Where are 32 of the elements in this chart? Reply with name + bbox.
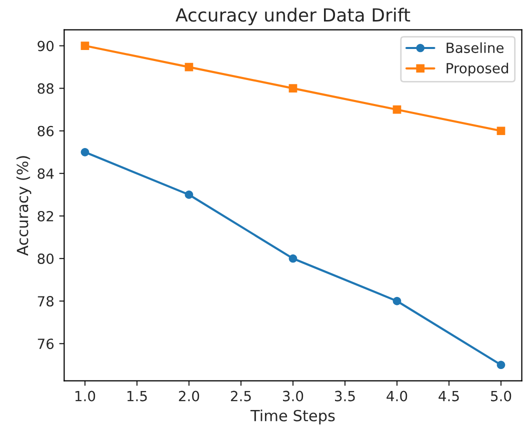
- y-tick-label: 80: [38, 253, 54, 264]
- legend-label: Proposed: [446, 62, 508, 76]
- point: [184, 62, 194, 72]
- x-tick-label: 4.5: [438, 390, 459, 402]
- y-tick-label: 86: [38, 126, 54, 136]
- point: [392, 296, 402, 306]
- point: [496, 126, 506, 136]
- y-tick-label: 82: [38, 210, 54, 222]
- x-tick-label: 5.0: [491, 390, 512, 402]
- y-tick-label: 84: [38, 168, 54, 179]
- point: [288, 84, 298, 92]
- x-tick-label: 3.0: [282, 390, 304, 402]
- point: [496, 360, 506, 370]
- x-tick-label: 1.5: [127, 390, 147, 402]
- legend-label: Baseline: [446, 42, 504, 54]
- x-tick-label: 2.5: [230, 390, 251, 402]
- point: [80, 42, 90, 50]
- point: [392, 105, 402, 114]
- chart-title: Accuracy under Data Drift: [176, 8, 410, 26]
- point: [184, 190, 194, 199]
- y-tick-label: 88: [38, 83, 54, 94]
- y-tick-label: 76: [38, 338, 54, 350]
- x-tick-label: 1.0: [75, 390, 96, 402]
- point: [80, 148, 90, 156]
- x-tick-label: 2.0: [178, 390, 200, 402]
- y-axis-title: Accuracy (%): [16, 156, 32, 256]
- x-tick-label: 4.0: [386, 390, 408, 402]
- point: [288, 254, 298, 263]
- y-tick-label: 90: [38, 40, 54, 52]
- x-axis-title: Time Steps: [250, 410, 335, 424]
- x-tick-label: 3.5: [335, 390, 355, 402]
- y-tick-label: 78: [38, 296, 54, 307]
